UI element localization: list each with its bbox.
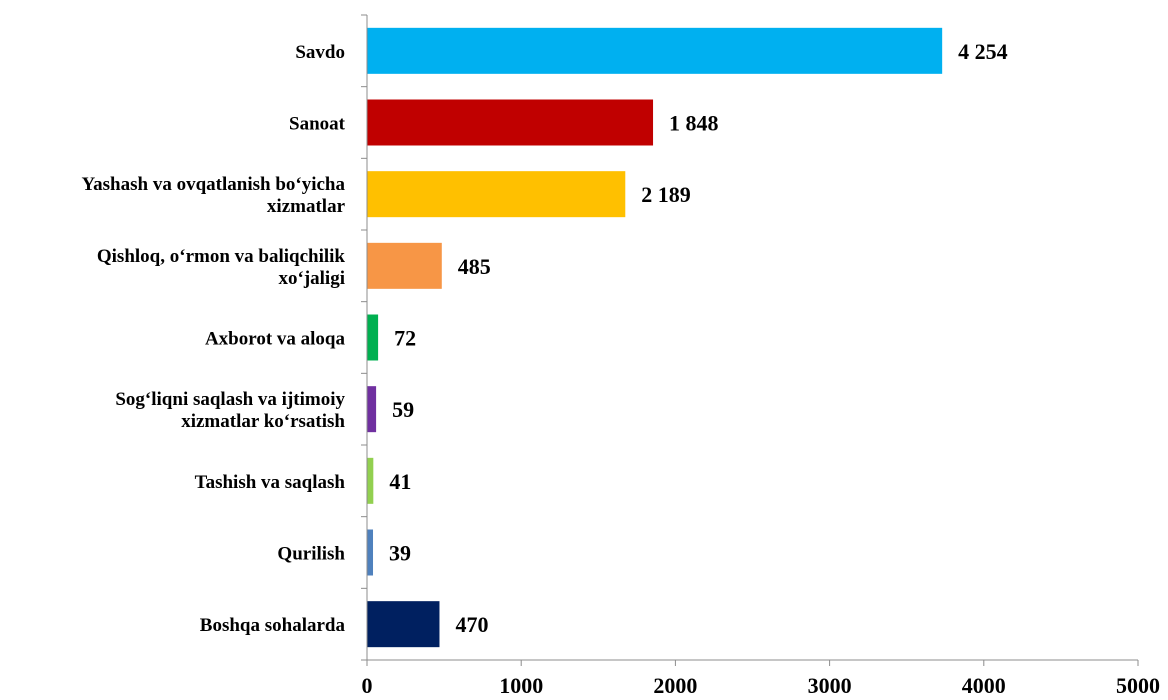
data-label-3: 485 <box>458 254 491 279</box>
data-label-4: 72 <box>394 326 416 351</box>
bar-1 <box>367 99 654 146</box>
bar-3 <box>367 242 442 289</box>
x-tick-label-2: 2000 <box>653 673 697 698</box>
labels-layer: Savdo 4 254 Sanoat 1 848 Yashash va ovqatlan… <box>82 39 1160 698</box>
category-label-4-0: Axborot va aloqa <box>205 329 346 350</box>
category-label-6-0: Tashish va saqlash <box>195 472 346 493</box>
bar-8 <box>367 601 440 648</box>
bar-4 <box>367 314 379 361</box>
data-label-2: 2 189 <box>641 182 691 207</box>
x-tick-label-4: 4000 <box>962 673 1006 698</box>
bar-0 <box>367 27 943 74</box>
category-label-5-1: xizmatlar ko‘rsatish <box>181 411 345 432</box>
category-label-5-0: Sog‘liqni saqlash va ijtimoiy <box>115 389 345 410</box>
data-label-5: 59 <box>392 397 414 422</box>
data-label-1: 1 848 <box>669 111 719 136</box>
bar-5 <box>367 386 377 433</box>
data-label-8: 470 <box>455 612 488 637</box>
x-tick-label-3: 3000 <box>808 673 852 698</box>
x-tick-label-1: 1000 <box>499 673 543 698</box>
x-tick-label-0: 0 <box>362 673 373 698</box>
axis-layer <box>361 14 1139 666</box>
data-label-6: 41 <box>389 469 411 494</box>
category-label-0-0: Savdo <box>295 42 345 63</box>
bar-6 <box>367 457 374 504</box>
category-label-3-1: xo‘jaligi <box>279 268 346 289</box>
x-tick-label-5: 5000 <box>1116 673 1160 698</box>
bars-layer <box>367 27 943 648</box>
category-label-1-0: Sanoat <box>289 114 346 135</box>
data-label-7: 39 <box>389 541 411 566</box>
category-label-2-0: Yashash va ovqatlanish bo‘yicha <box>82 174 346 195</box>
data-label-0: 4 254 <box>958 39 1008 64</box>
category-label-8-0: Boshqa sohalarda <box>200 615 346 636</box>
bar-2 <box>367 171 626 218</box>
category-label-7-0: Qurilish <box>277 544 345 565</box>
category-label-3-0: Qishloq, o‘rmon va baliqchilik <box>97 246 346 267</box>
bar-7 <box>367 529 374 576</box>
category-label-2-1: xizmatlar <box>267 196 346 217</box>
